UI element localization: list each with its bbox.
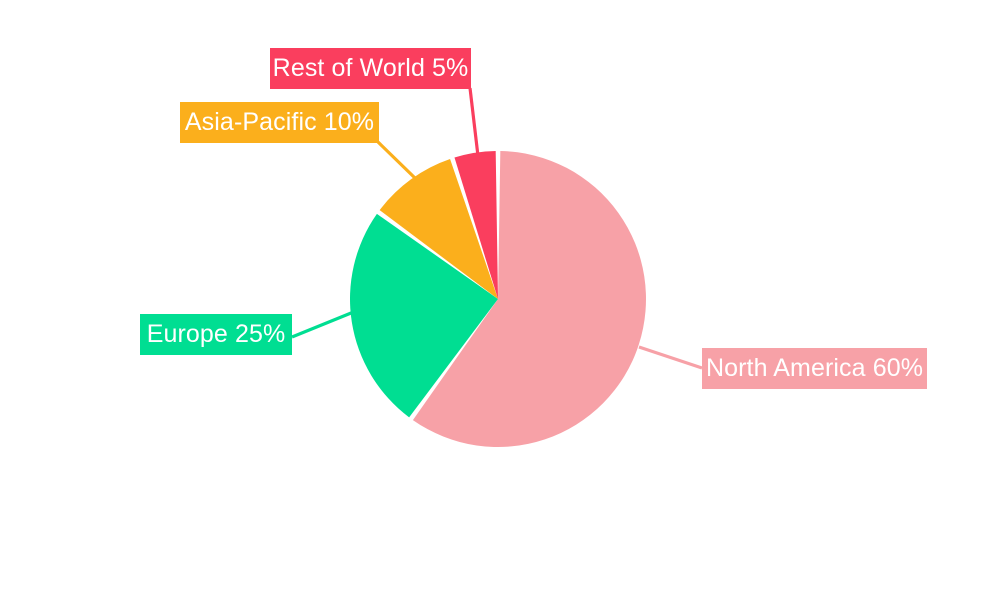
pie-slice-asia-pacific[interactable] xyxy=(379,158,498,299)
slice-label-text: Asia-Pacific 10% xyxy=(184,108,375,136)
pie-slice-north-america[interactable] xyxy=(412,151,646,448)
slice-label-text: Europe 25% xyxy=(146,320,286,348)
pie-slice-europe[interactable] xyxy=(350,213,498,418)
slice-label-rest-of-world[interactable]: Rest of World 5% xyxy=(270,48,471,89)
pie-wedge-group xyxy=(350,151,646,448)
leader-line-group xyxy=(291,87,703,370)
leader-line-north-america xyxy=(638,345,703,370)
pie-slice-rest-of-world[interactable] xyxy=(454,151,498,299)
slice-label-text: Rest of World 5% xyxy=(272,54,469,82)
slice-label-europe[interactable]: Europe 25% xyxy=(140,314,292,355)
leader-line-rest-of-world xyxy=(468,87,480,157)
leader-line-asia-pacific xyxy=(376,140,418,181)
slice-label-text: North America 60% xyxy=(705,354,924,382)
slice-label-north-america[interactable]: North America 60% xyxy=(702,348,927,389)
leader-line-europe xyxy=(291,309,357,339)
slice-label-asia-pacific[interactable]: Asia-Pacific 10% xyxy=(180,102,379,143)
